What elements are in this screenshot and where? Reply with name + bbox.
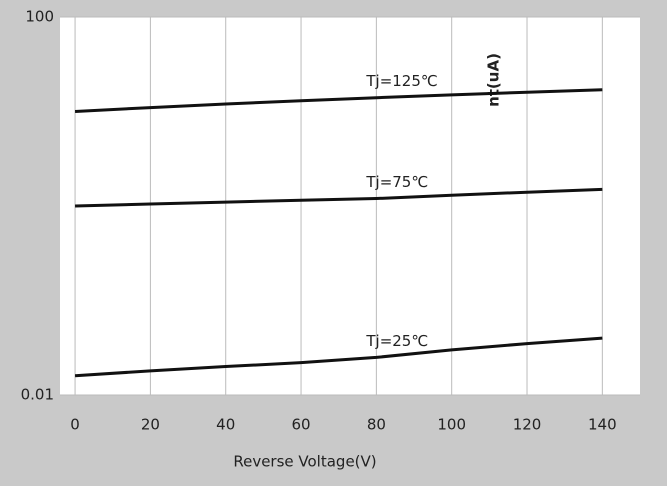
series-line: [74, 88, 603, 113]
x-tick-label: 0: [70, 416, 80, 434]
x-tick-label: 40: [216, 416, 235, 434]
x-tick-label: 60: [291, 416, 310, 434]
x-tick-label: 140: [588, 416, 617, 434]
series-label: Tj=125℃: [365, 72, 437, 90]
x-tick-label: 20: [141, 416, 160, 434]
x-axis-label: Reverse Voltage(V): [233, 453, 376, 471]
x-tick-label: 100: [437, 416, 466, 434]
y-tick-label: 0.01: [21, 386, 54, 404]
series-line: [74, 336, 603, 378]
y-tick-label: 100: [25, 8, 54, 26]
x-tick-label: 120: [513, 416, 542, 434]
series-label: Tj=75℃: [365, 173, 428, 191]
plot-area: [60, 17, 640, 395]
x-tick-label: 80: [367, 416, 386, 434]
series-line: [75, 187, 603, 208]
y-axis-label: nt(uA): [485, 53, 503, 107]
series-label: Tj=25℃: [365, 332, 428, 350]
